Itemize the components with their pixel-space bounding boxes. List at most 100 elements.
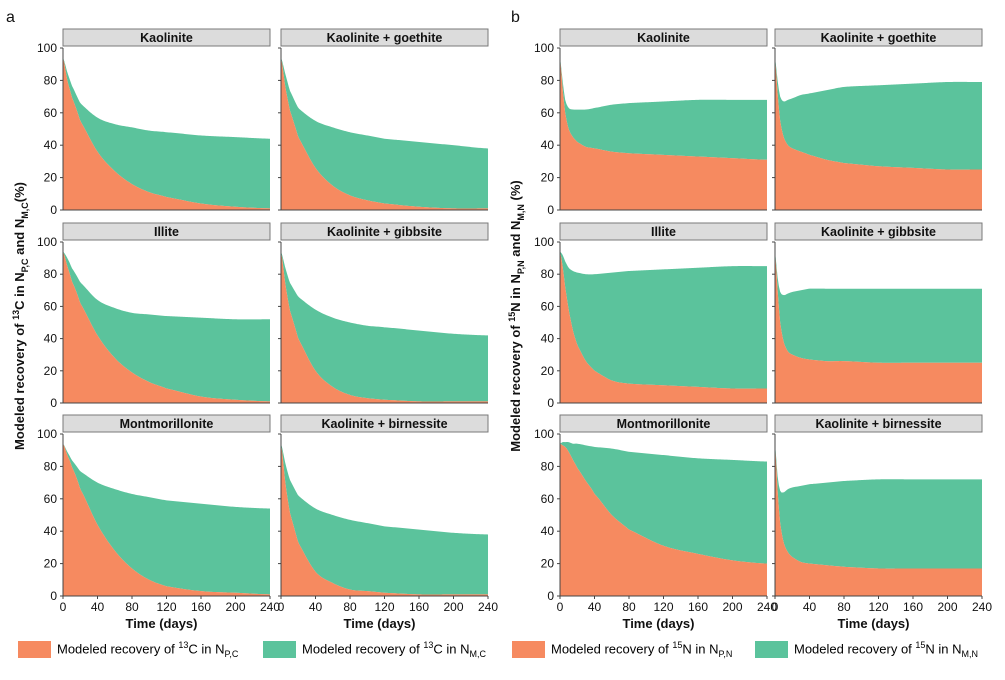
x-tick-label: 40 bbox=[309, 600, 323, 614]
y-tick-label: 80 bbox=[541, 73, 555, 87]
legend-label: Modeled recovery of 13C in NP,C bbox=[57, 640, 239, 659]
facet-strip bbox=[559, 28, 768, 47]
facet-a-2: Kaolinite + goethite bbox=[278, 28, 489, 211]
facet-strip bbox=[559, 222, 768, 241]
y-tick-label: 100 bbox=[37, 235, 57, 249]
y-axis-title-part: N in N bbox=[508, 274, 523, 312]
facet-title: Kaolinite bbox=[140, 31, 193, 45]
x-tick-label: 120 bbox=[156, 600, 176, 614]
y-tick-label: 60 bbox=[541, 299, 555, 313]
x-tick-label: 240 bbox=[260, 600, 280, 614]
area-particulate-pool bbox=[63, 251, 270, 403]
y-tick-label: 100 bbox=[534, 41, 554, 55]
legend-swatch-pool-p bbox=[512, 640, 545, 658]
facet-a-3: Illite 0 20 40 60 80 100 bbox=[37, 222, 271, 410]
x-tick-label: 200 bbox=[443, 600, 463, 614]
facet-title: Illite bbox=[154, 225, 179, 239]
facet-title: Kaolinite + birnessite bbox=[321, 417, 447, 431]
y-tick-label: 100 bbox=[37, 427, 57, 441]
legend-swatch-pool-m bbox=[755, 640, 788, 658]
y-tick-label: 60 bbox=[541, 492, 555, 506]
y-tick-label: 80 bbox=[44, 73, 58, 87]
y-tick-label: 0 bbox=[547, 396, 554, 410]
area-particulate-pool bbox=[281, 443, 488, 596]
y-axis-title-b: Modeled recovery of 15N in NP,N and NM,N… bbox=[507, 180, 526, 452]
x-tick-label: 160 bbox=[191, 600, 211, 614]
x-tick-label: 80 bbox=[837, 600, 851, 614]
y-tick-label: 20 bbox=[541, 171, 555, 185]
y-axis-title-part: M,N bbox=[516, 204, 526, 221]
x-axis-title: Time (days) bbox=[622, 616, 694, 631]
y-axis-title-part: and N bbox=[12, 219, 27, 259]
y-axis-title-part: and N bbox=[508, 221, 523, 261]
y-tick-label: 100 bbox=[534, 427, 554, 441]
facet-title: Kaolinite + birnessite bbox=[815, 417, 941, 431]
area-particulate-pool bbox=[775, 251, 982, 403]
y-tick-label: 100 bbox=[37, 41, 57, 55]
y-axis-title-part: P,N bbox=[516, 260, 526, 274]
y-tick-label: 40 bbox=[541, 524, 555, 538]
x-tick-label: 0 bbox=[278, 600, 285, 614]
area-particulate-pool bbox=[63, 57, 270, 210]
y-tick-label: 40 bbox=[541, 332, 555, 346]
facet-title: Kaolinite + goethite bbox=[327, 31, 443, 45]
legend-label: Modeled recovery of 15N in NP,N bbox=[551, 640, 733, 659]
facet-title: Montmorillonite bbox=[120, 417, 214, 431]
facet-strip bbox=[280, 222, 489, 241]
facet-a-4: Kaolinite + gibbsite bbox=[278, 222, 489, 404]
x-tick-label: 240 bbox=[972, 600, 992, 614]
y-tick-label: 40 bbox=[541, 138, 555, 152]
legend-item-a-mineral: Modeled recovery of 13C in NM,C bbox=[263, 640, 486, 659]
area-particulate-pool bbox=[775, 57, 982, 210]
facet-strip bbox=[774, 222, 983, 241]
area-particulate-pool bbox=[281, 251, 488, 403]
x-tick-label: 160 bbox=[688, 600, 708, 614]
x-axis-title: Time (days) bbox=[343, 616, 415, 631]
panel-letter-a: a bbox=[6, 9, 15, 26]
facet-title: Kaolinite + gibbsite bbox=[327, 225, 442, 239]
y-tick-label: 80 bbox=[44, 459, 58, 473]
area-particulate-pool bbox=[560, 57, 767, 210]
y-axis-title-part: Modeled recovery of bbox=[12, 320, 27, 450]
area-mineral-pool bbox=[775, 251, 982, 363]
facet-strip bbox=[62, 414, 271, 433]
area-mineral-pool bbox=[560, 57, 767, 160]
y-tick-label: 40 bbox=[44, 524, 58, 538]
legend-label: Modeled recovery of 13C in NM,C bbox=[302, 640, 487, 659]
facet-strip bbox=[774, 414, 983, 433]
y-tick-label: 80 bbox=[541, 267, 555, 281]
facet-title: Montmorillonite bbox=[617, 417, 711, 431]
area-mineral-pool bbox=[63, 443, 270, 595]
y-axis-title-part: P,C bbox=[20, 258, 30, 272]
area-mineral-pool bbox=[281, 57, 488, 209]
x-tick-label: 0 bbox=[557, 600, 564, 614]
facet-a-1: Kaolinite 0 20 40 60 80 100 bbox=[37, 28, 271, 217]
facet-strip bbox=[62, 222, 271, 241]
y-tick-label: 20 bbox=[44, 171, 58, 185]
y-axis-title-part: (%) bbox=[508, 180, 523, 204]
panel-letter-b: b bbox=[511, 9, 520, 26]
y-tick-label: 100 bbox=[534, 235, 554, 249]
area-particulate-pool bbox=[775, 443, 982, 596]
y-tick-label: 60 bbox=[541, 106, 555, 120]
x-tick-label: 80 bbox=[622, 600, 636, 614]
area-mineral-pool bbox=[560, 251, 767, 389]
area-particulate-pool bbox=[560, 443, 767, 596]
x-tick-label: 40 bbox=[803, 600, 817, 614]
facet-title: Kaolinite bbox=[637, 31, 690, 45]
legend-item-b-particulate: Modeled recovery of 15N in NP,N bbox=[512, 640, 732, 659]
x-tick-label: 0 bbox=[772, 600, 779, 614]
x-tick-label: 40 bbox=[588, 600, 602, 614]
y-axis-title-a: Modeled recovery of 13C in NP,C and NM,C… bbox=[11, 182, 30, 450]
y-tick-label: 20 bbox=[44, 557, 58, 571]
y-tick-label: 20 bbox=[541, 557, 555, 571]
x-tick-label: 0 bbox=[60, 600, 67, 614]
area-mineral-pool bbox=[775, 57, 982, 170]
x-axis-title: Time (days) bbox=[125, 616, 197, 631]
y-tick-label: 20 bbox=[541, 364, 555, 378]
x-tick-label: 120 bbox=[868, 600, 888, 614]
area-mineral-pool bbox=[775, 443, 982, 569]
y-tick-label: 80 bbox=[44, 267, 58, 281]
y-tick-label: 0 bbox=[50, 396, 57, 410]
y-axis-title-part: Modeled recovery of bbox=[508, 322, 523, 452]
